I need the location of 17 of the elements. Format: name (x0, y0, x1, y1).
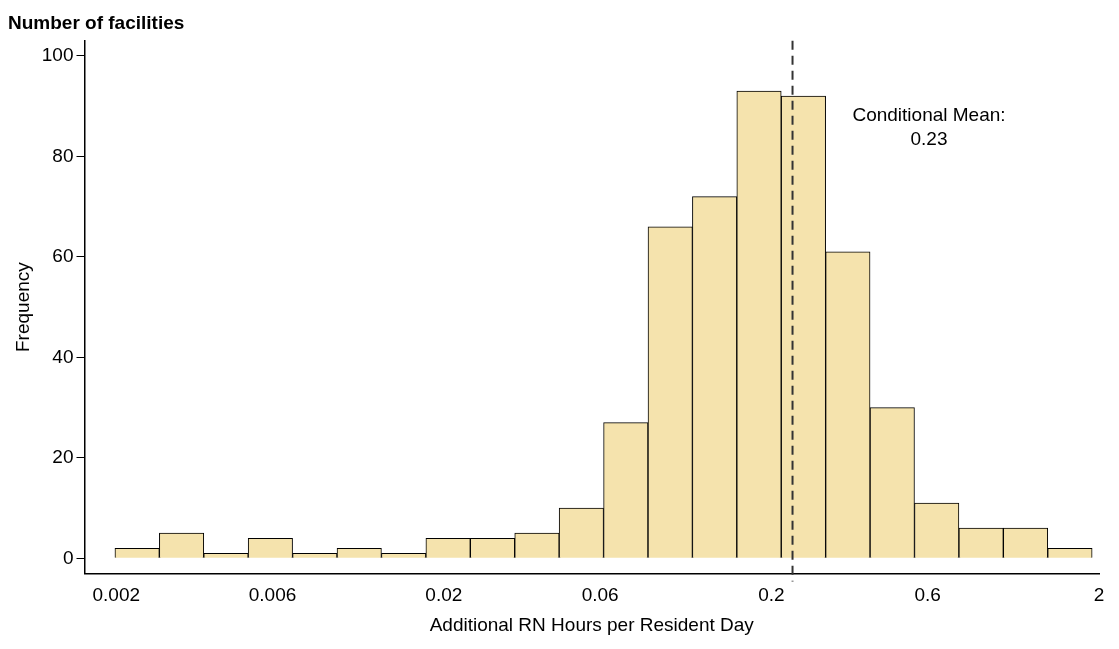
y-tick-label: 100 (41, 44, 74, 66)
y-tick-label: 60 (52, 245, 74, 267)
x-tick-label: 0.2 (758, 584, 785, 606)
x-tick-label: 2 (1093, 584, 1105, 606)
y-tick-label: 40 (52, 345, 74, 367)
x-axis-title: Additional RN Hours per Resident Day (429, 613, 755, 635)
x-tick-label: 0.002 (92, 584, 141, 606)
chart-title: Number of facilities (8, 11, 185, 33)
x-tick-label: 0.06 (581, 584, 619, 606)
x-tick-label: 0.02 (425, 584, 463, 606)
y-axis-title: Frequency (11, 261, 33, 352)
x-tick-label: 0.006 (248, 584, 297, 606)
y-tick-label: 0 (62, 546, 74, 568)
annotation: Conditional Mean: 0.23 (852, 103, 1006, 149)
x-tick-label: 0.6 (914, 584, 941, 606)
y-tick-label: 80 (52, 144, 74, 166)
y-tick-label: 20 (52, 446, 74, 468)
